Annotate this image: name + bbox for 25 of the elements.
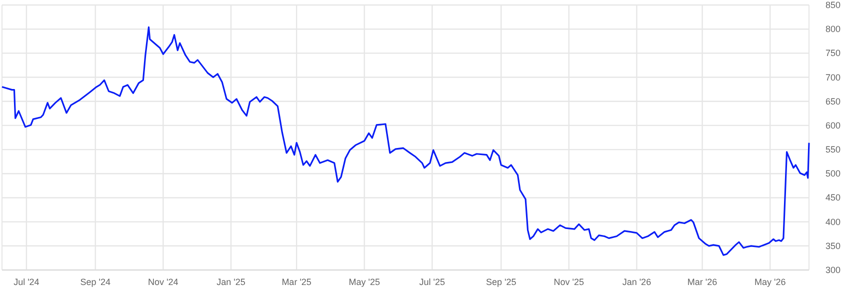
- y-tick-label: 600: [825, 120, 841, 130]
- y-tick-label: 450: [825, 192, 841, 203]
- line-series: [1, 26, 810, 256]
- x-tick-label: Nov '25: [554, 277, 584, 287]
- x-tick-label: Jul '24: [14, 277, 40, 287]
- y-tick-label: 800: [825, 24, 841, 34]
- y-tick-label: 650: [825, 96, 841, 106]
- x-tick-label: May '26: [754, 277, 786, 287]
- x-tick-label: Sep '24: [80, 277, 110, 287]
- x-tick-label: Jan '25: [216, 277, 246, 287]
- x-tick-label: Jul '25: [419, 277, 446, 287]
- y-tick-label: 700: [825, 72, 841, 82]
- y-tick-label: 750: [825, 48, 841, 58]
- y-tick-label: 300: [825, 265, 841, 275]
- y-tick-label: 400: [825, 216, 841, 227]
- x-tick-label: May '25: [348, 277, 380, 287]
- y-tick-label: 350: [825, 240, 841, 251]
- x-tick-label: Mar '25: [282, 277, 312, 287]
- x-tick-label: Nov '24: [148, 277, 178, 287]
- y-tick-label: 500: [825, 168, 841, 179]
- x-tick-label: Mar '26: [687, 277, 718, 287]
- y-tick-label: 850: [825, 0, 841, 10]
- x-tick-label: Sep '25: [486, 277, 516, 287]
- y-tick-label: 550: [825, 144, 841, 155]
- x-tick-label: Jan '26: [622, 277, 652, 287]
